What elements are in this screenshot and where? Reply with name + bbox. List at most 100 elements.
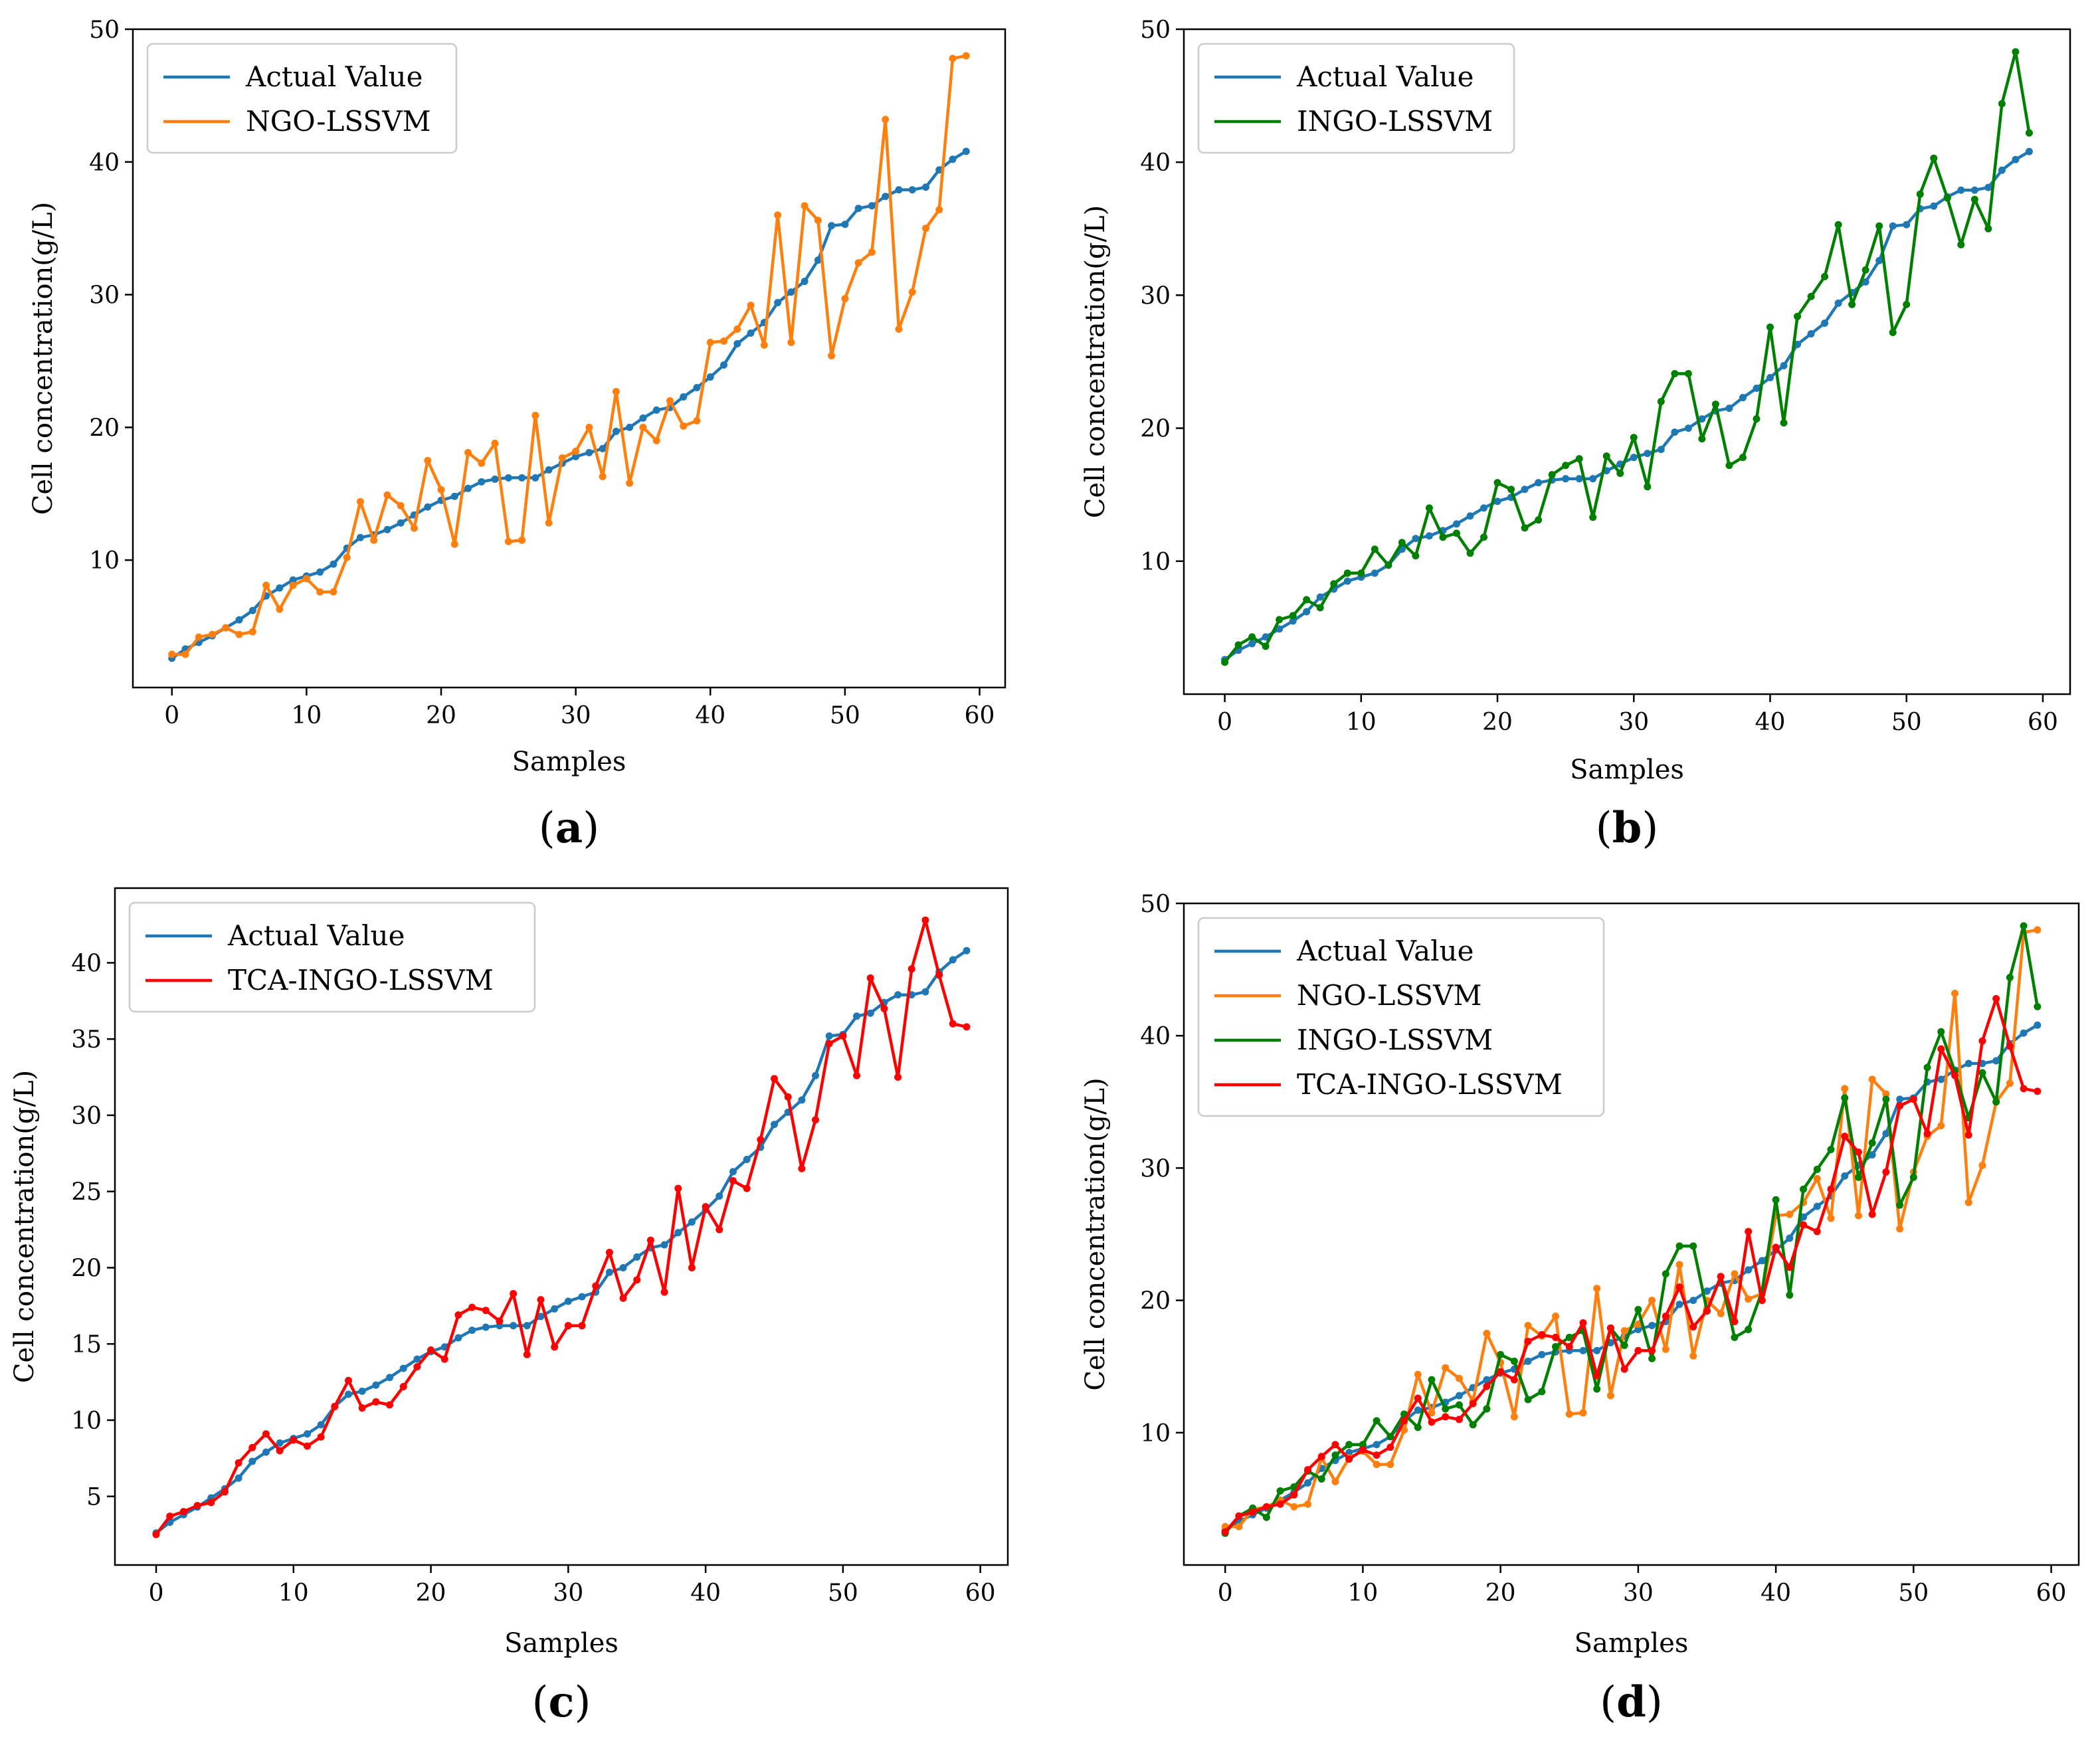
- data-point-ngo: [1235, 1522, 1243, 1530]
- data-point-ingo: [1483, 1405, 1491, 1413]
- data-point-tca: [1717, 1273, 1725, 1281]
- data-point-actual: [1753, 385, 1761, 393]
- data-point-tca: [1386, 1443, 1394, 1451]
- data-point-ngo: [774, 211, 782, 219]
- data-point-tca: [564, 1322, 572, 1330]
- x-tick-label: 30: [1623, 1580, 1654, 1607]
- data-point-actual: [1521, 486, 1529, 494]
- data-point-ingo: [1731, 1333, 1739, 1341]
- data-point-tca: [303, 1442, 311, 1450]
- data-point-actual: [921, 988, 929, 996]
- data-point-actual: [248, 1457, 256, 1465]
- data-point-actual: [235, 1474, 242, 1482]
- y-tick-label: 50: [1140, 891, 1171, 918]
- data-point-tca: [1262, 1503, 1270, 1511]
- data-point-tca: [963, 1023, 971, 1031]
- data-point-tca: [454, 1311, 462, 1319]
- data-point-ngo: [383, 491, 391, 499]
- data-point-ingo: [1903, 300, 1911, 308]
- data-point-tca: [619, 1294, 627, 1302]
- data-point-ingo: [1589, 513, 1597, 521]
- data-point-tca: [248, 1443, 256, 1451]
- y-tick-label: 30: [89, 282, 120, 310]
- data-point-actual: [564, 1297, 572, 1305]
- data-point-tca: [633, 1276, 641, 1284]
- data-point-ingo: [1957, 240, 1965, 248]
- data-point-actual: [895, 186, 903, 194]
- data-point-ngo: [1882, 1090, 1890, 1098]
- x-tick-label: 30: [1618, 709, 1649, 736]
- data-point-tca: [1538, 1331, 1546, 1338]
- y-tick-label: 15: [71, 1331, 102, 1358]
- data-point-ngo: [1813, 1174, 1821, 1182]
- data-point-actual: [743, 1156, 751, 1164]
- legend-label-ngo: NGO-LSSVM: [246, 105, 431, 138]
- data-point-actual: [572, 452, 580, 460]
- x-tick-label: 20: [1485, 1580, 1516, 1607]
- data-point-ngo: [1951, 989, 1958, 997]
- x-tick-label: 0: [164, 702, 179, 729]
- data-point-tca: [386, 1401, 394, 1409]
- data-point-ngo: [1620, 1327, 1628, 1335]
- data-point-ingo: [1875, 222, 1883, 230]
- y-tick-label: 10: [89, 547, 120, 575]
- data-point-ngo: [1964, 1198, 1972, 1206]
- data-point-ngo: [1648, 1297, 1656, 1305]
- data-point-ngo: [1717, 1310, 1725, 1318]
- data-point-ngo: [209, 630, 217, 638]
- data-point-actual: [2020, 1029, 2028, 1037]
- data-point-actual: [551, 1305, 559, 1313]
- data-point-actual: [1794, 340, 1802, 348]
- data-point-ngo: [585, 423, 593, 431]
- data-point-ngo: [908, 288, 916, 296]
- data-point-ingo: [1562, 462, 1570, 470]
- data-point-tca: [1359, 1446, 1367, 1454]
- data-point-ingo: [1373, 1417, 1381, 1425]
- legend-label-tca: TCA-INGO-LSSVM: [1297, 1068, 1563, 1101]
- data-point-ingo: [1452, 529, 1460, 537]
- data-point-tca: [1442, 1413, 1450, 1421]
- data-point-actual: [531, 474, 539, 482]
- data-point-tca: [1345, 1455, 1353, 1463]
- data-point-ingo: [1317, 1475, 1325, 1483]
- data-point-ngo: [787, 339, 795, 347]
- data-point-actual: [633, 1253, 641, 1261]
- data-point-ngo: [1428, 1409, 1436, 1417]
- data-point-tca: [551, 1343, 559, 1351]
- data-point-ingo: [1923, 1063, 1931, 1071]
- data-point-tca: [1510, 1376, 1518, 1384]
- data-point-ngo: [1304, 1500, 1312, 1508]
- data-point-ingo: [1854, 1173, 1862, 1181]
- data-point-tca: [1249, 1508, 1257, 1516]
- data-point-ngo: [450, 540, 458, 548]
- data-point-actual: [1276, 625, 1284, 633]
- data-point-ingo: [1234, 641, 1242, 649]
- data-point-ngo: [478, 459, 486, 467]
- data-point-ngo: [1386, 1461, 1394, 1469]
- data-point-actual: [1896, 1095, 1904, 1103]
- data-point-ngo: [733, 325, 741, 333]
- data-point-ngo: [1689, 1352, 1697, 1360]
- data-point-tca: [331, 1402, 339, 1410]
- data-point-tca: [812, 1116, 820, 1124]
- x-tick-label: 30: [561, 702, 591, 729]
- data-point-actual: [358, 1387, 366, 1395]
- data-point-ingo: [1644, 483, 1652, 491]
- data-point-actual: [652, 406, 660, 414]
- data-point-actual: [468, 1327, 476, 1335]
- data-point-actual: [1970, 186, 1978, 194]
- y-tick-label: 50: [1140, 17, 1171, 44]
- data-point-ngo: [1442, 1364, 1450, 1372]
- data-point-ngo: [666, 397, 674, 405]
- y-tick-label: 25: [71, 1179, 102, 1206]
- panel-letter: a: [555, 803, 583, 853]
- data-point-actual: [774, 299, 782, 307]
- data-point-ingo: [1861, 266, 1869, 274]
- data-point-ingo: [1359, 1441, 1367, 1449]
- data-point-actual: [1800, 1213, 1808, 1221]
- data-point-actual: [1937, 1075, 1945, 1083]
- data-point-actual: [289, 576, 297, 584]
- data-point-actual: [1875, 256, 1883, 264]
- data-point-actual: [1957, 186, 1965, 194]
- data-point-ngo: [222, 624, 230, 632]
